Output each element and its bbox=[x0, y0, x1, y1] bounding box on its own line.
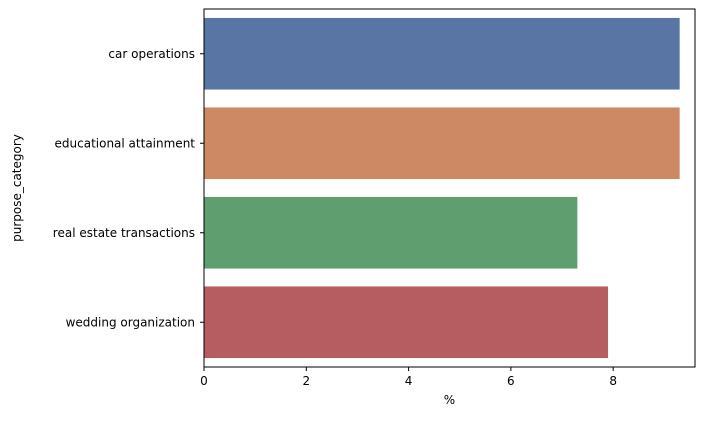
x-tick-label: 8 bbox=[609, 374, 617, 388]
y-axis-ticks: car operations educational attainment real… bbox=[53, 47, 204, 329]
bar-educational-attainment bbox=[204, 107, 680, 180]
bar-car-operations bbox=[204, 17, 680, 90]
y-axis-label: purpose_category bbox=[10, 134, 24, 242]
x-axis-label: % bbox=[444, 393, 455, 407]
x-tick-label: 6 bbox=[507, 374, 515, 388]
bar-wedding-organization bbox=[204, 286, 609, 359]
y-tick-label: educational attainment bbox=[55, 136, 196, 150]
y-tick-label: wedding organization bbox=[66, 315, 195, 329]
bars-group bbox=[204, 17, 680, 359]
bar-real-estate-transactions bbox=[204, 196, 578, 269]
y-tick-label: real estate transactions bbox=[53, 226, 195, 240]
x-axis-ticks: 0 2 4 6 8 bbox=[200, 367, 617, 388]
x-tick-label: 0 bbox=[200, 374, 208, 388]
plot-frame bbox=[203, 8, 696, 368]
y-tick-label: car operations bbox=[108, 47, 195, 61]
x-tick-label: 2 bbox=[302, 374, 310, 388]
x-tick-label: 4 bbox=[405, 374, 413, 388]
